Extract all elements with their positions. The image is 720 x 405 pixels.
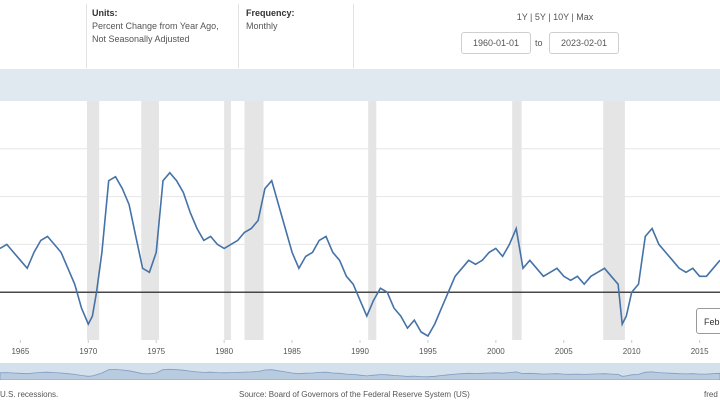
x-tick-label: 2010	[623, 347, 641, 356]
x-tick-label: 1970	[79, 347, 97, 356]
x-tick-label: 1985	[283, 347, 301, 356]
range-links: 1Y | 5Y | 10Y | Max	[490, 12, 620, 22]
recession-band	[368, 101, 377, 340]
header-divider	[86, 4, 87, 68]
start-date-input[interactable]	[461, 32, 531, 54]
x-tick-label: 1965	[11, 347, 29, 356]
x-tick-label: 1975	[147, 347, 165, 356]
navigator-area	[0, 368, 720, 380]
recession-band	[224, 101, 231, 340]
units-field: Units: Percent Change from Year Ago, Not…	[92, 7, 219, 46]
units-label: Units:	[92, 8, 118, 18]
footer: U.S. recessions. Source: Board of Govern…	[0, 390, 720, 405]
chart-plot-area[interactable]	[0, 101, 720, 340]
line-chart	[0, 101, 720, 340]
series-line	[0, 171, 720, 338]
x-tick-label: 2005	[555, 347, 573, 356]
site-text: fred	[704, 390, 718, 399]
recession-band	[603, 101, 625, 340]
chart-top-band	[0, 69, 720, 101]
recession-band	[86, 101, 100, 340]
recession-band	[512, 101, 522, 340]
recession-band	[244, 101, 264, 340]
range-separator: |	[527, 12, 535, 22]
range-link-1y[interactable]: 1Y	[516, 12, 528, 22]
recession-note: U.S. recessions.	[0, 390, 59, 399]
end-date-input[interactable]	[549, 32, 619, 54]
x-tick-label: 1990	[351, 347, 369, 356]
tooltip-text: Feb	[704, 317, 720, 327]
hover-tooltip: Feb	[696, 308, 720, 334]
range-link-5y[interactable]: 5Y	[534, 12, 546, 22]
units-value-line1: Percent Change from Year Ago,	[92, 21, 219, 31]
header-divider	[353, 4, 354, 68]
range-link-max[interactable]: Max	[576, 12, 594, 22]
range-separator: |	[568, 12, 577, 22]
navigator-series	[0, 368, 720, 380]
units-value-line2: Not Seasonally Adjusted	[92, 34, 190, 44]
recession-band	[141, 101, 159, 340]
frequency-label: Frequency:	[246, 8, 295, 18]
source-text: Source: Board of Governors of the Federa…	[239, 390, 470, 399]
to-label: to	[535, 38, 543, 48]
range-link-10y[interactable]: 10Y	[553, 12, 569, 22]
frequency-field: Frequency: Monthly	[246, 7, 295, 33]
frequency-value: Monthly	[246, 21, 278, 31]
x-tick-label: 1980	[215, 347, 233, 356]
x-axis-labels: 1965 1970 1975 1980 1985 1990 1995 2000 2005 2010…	[11, 340, 709, 356]
series-header: Units: Percent Change from Year Ago, Not…	[0, 0, 720, 69]
x-axis: 1965 1970 1975 1980 1985 1990 1995 2000 2005 2010…	[0, 340, 720, 360]
x-tick-label: 2015	[691, 347, 709, 356]
range-separator: |	[545, 12, 554, 22]
range-navigator[interactable]	[0, 363, 720, 380]
header-divider	[238, 4, 239, 68]
x-tick-label: 1995	[419, 347, 437, 356]
x-tick-label: 2000	[487, 347, 505, 356]
